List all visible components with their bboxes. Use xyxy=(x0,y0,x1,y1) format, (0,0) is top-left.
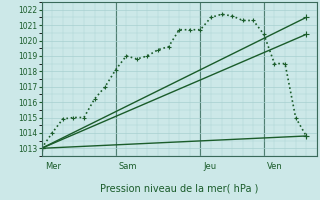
Text: Jeu: Jeu xyxy=(204,162,217,171)
Text: Pression niveau de la mer( hPa ): Pression niveau de la mer( hPa ) xyxy=(100,184,258,194)
Text: Mer: Mer xyxy=(45,162,61,171)
Text: Ven: Ven xyxy=(267,162,283,171)
Text: Sam: Sam xyxy=(119,162,137,171)
